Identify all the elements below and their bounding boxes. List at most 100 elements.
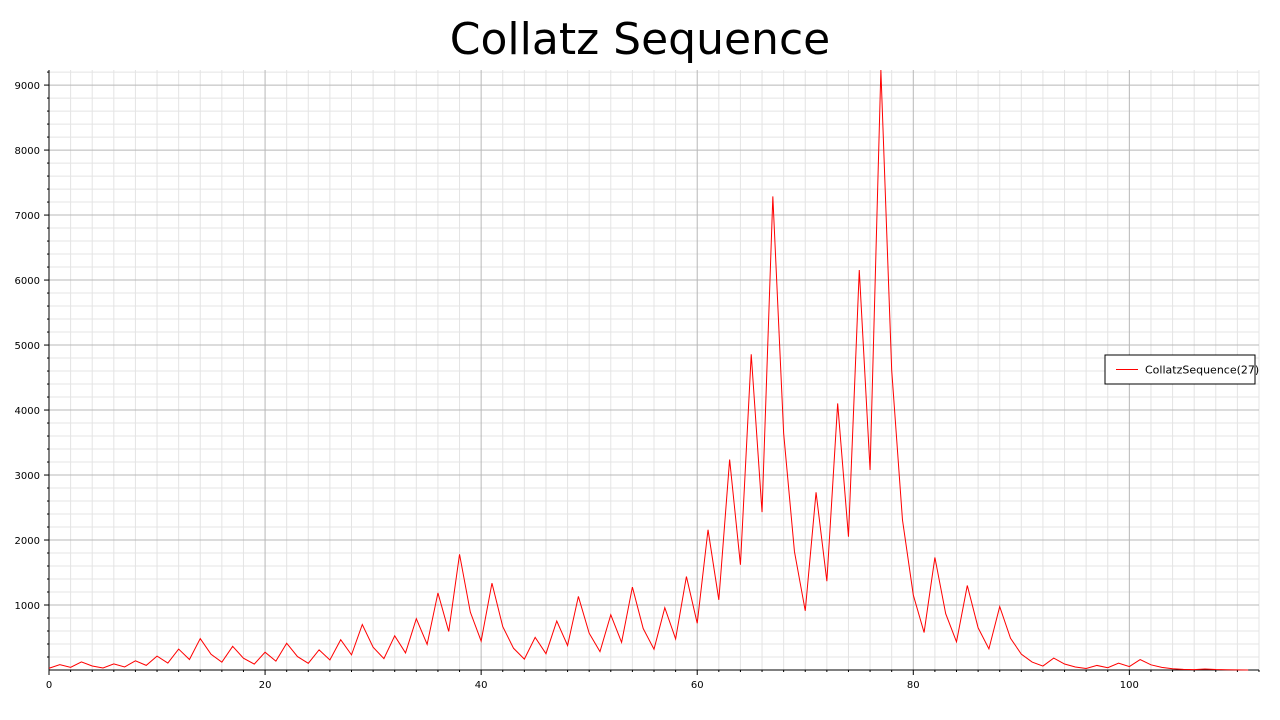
data-point [286,643,287,644]
data-point [740,564,741,565]
data-point [156,655,157,656]
data-point [902,519,903,520]
data-point [621,642,622,643]
data-point [913,594,914,595]
data-point [448,631,449,632]
data-point [978,627,979,628]
data-point [221,662,222,663]
data-point [232,646,233,647]
axes [44,70,1260,675]
data-point [167,662,168,663]
x-tick-label: 40 [475,680,488,691]
data-point [1237,669,1238,670]
data-point [351,654,352,655]
data-point [1161,667,1162,668]
data-point [826,581,827,582]
data-point [956,641,957,642]
y-tick-label: 3000 [15,471,40,482]
data-point [761,512,762,513]
data-point [837,403,838,404]
data-point [805,610,806,611]
data-point [967,585,968,586]
data-point [643,628,644,629]
data-point [880,69,881,70]
data-point [751,354,752,355]
data-point [318,649,319,650]
major-grid [49,70,1259,670]
data-point [470,612,471,613]
data-point [1096,665,1097,666]
data-point [999,606,1000,607]
legend-label: CollatzSequence(27) [1145,364,1259,377]
data-point [535,637,536,638]
y-tick-label: 5000 [15,341,40,352]
y-tick-label: 9000 [15,81,40,92]
data-point [81,661,82,662]
data-point [859,269,860,270]
data-point [70,667,71,668]
data-point [146,665,147,666]
data-point [848,536,849,537]
data-point [102,667,103,668]
data-point [783,433,784,434]
x-tick-label: 0 [46,680,52,691]
data-point [491,583,492,584]
data-point [416,618,417,619]
data-point [1021,654,1022,655]
data-point [632,586,633,587]
data-point [1053,657,1054,658]
data-point [718,599,719,600]
data-point [200,638,201,639]
legend: CollatzSequence(27) [1104,354,1259,385]
data-point [1010,638,1011,639]
data-point [1140,659,1141,660]
data-point [59,664,60,665]
data-point [427,644,428,645]
chart-title: Collatz Sequence [449,14,831,65]
x-tick-label: 100 [1120,680,1139,691]
minor-grid [49,70,1260,670]
x-tick-label: 60 [691,680,704,691]
data-point [869,469,870,470]
data-point [610,614,611,615]
data-point [934,557,935,558]
data-point [340,639,341,640]
y-tick-label: 8000 [15,146,40,157]
data-point [1118,663,1119,664]
data-point [1183,669,1184,670]
series-line-0 [48,69,1249,671]
data-point [135,660,136,661]
data-point [599,651,600,652]
data-point [578,596,579,597]
x-tick-label: 80 [907,680,920,691]
data-point [1215,669,1216,670]
data-point [210,654,211,655]
y-tick-label: 7000 [15,211,40,222]
data-point [653,649,654,650]
data-point [264,652,265,653]
data-point [1107,667,1108,668]
data-point [394,635,395,636]
data-point [297,656,298,657]
data-point [437,592,438,593]
data-point [48,668,49,669]
data-point [567,645,568,646]
data-point [329,659,330,660]
data-point [124,666,125,667]
data-point [697,623,698,624]
data-point [815,492,816,493]
data-point [113,663,114,664]
data-point [275,660,276,661]
data-point [1042,665,1043,666]
data-point [1032,661,1033,662]
data-point [545,653,546,654]
data-point [988,648,989,649]
data-point [589,633,590,634]
x-tick-label: 20 [259,680,272,691]
data-point [1064,663,1065,664]
data-point [502,626,503,627]
data-point [794,551,795,552]
data-point [178,648,179,649]
data-point [362,624,363,625]
